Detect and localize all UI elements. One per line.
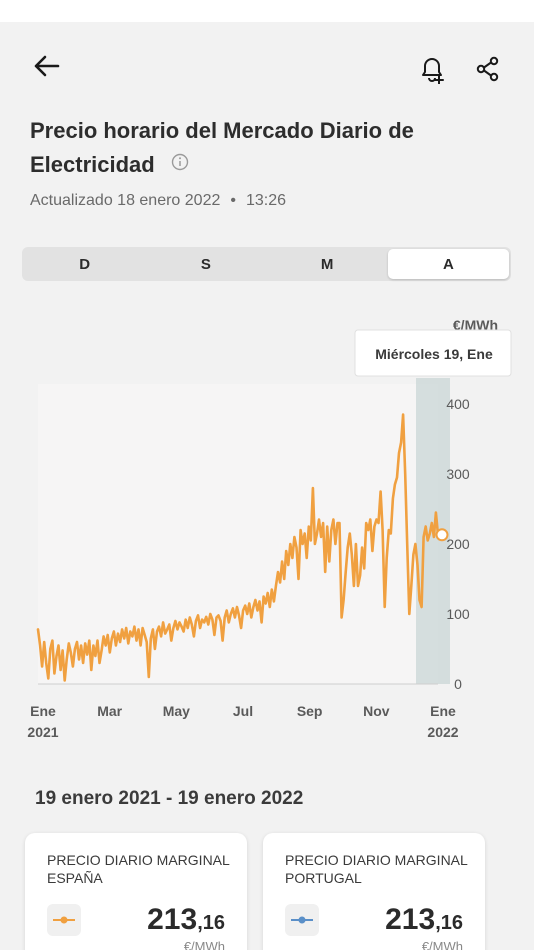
card-title: PRECIO DIARIO MARGINAL PORTUGAL xyxy=(285,852,468,886)
tab-month[interactable]: M xyxy=(320,255,334,273)
x-tick-label: May xyxy=(163,703,190,719)
page-title-text: Precio horario del Mercado Diario de Ele… xyxy=(30,118,414,177)
plot-area xyxy=(38,384,438,684)
line-dot-icon xyxy=(291,916,313,924)
share-button[interactable] xyxy=(468,50,508,88)
card-unit: €/MWh xyxy=(183,939,225,950)
date-range: 19 enero 2021 - 19 enero 2022 xyxy=(35,788,304,809)
tooltip-label: Miércoles 19, Ene xyxy=(375,346,493,362)
price-chart[interactable]: €/MWh 400 300 200 100 0 Ene 2021 Mar May Jul Sep Nov… xyxy=(0,300,534,750)
status-bar xyxy=(0,0,534,22)
share-icon xyxy=(476,56,499,82)
card-title: PRECIO DIARIO MARGINAL ESPAÑA xyxy=(47,852,230,886)
card-value-dec: ,16 xyxy=(435,912,463,934)
card-value-int: 213 xyxy=(147,903,198,936)
card-unit: €/MWh xyxy=(421,939,463,950)
last-updated: Actualizado 18 enero 2022 • 13:26 xyxy=(30,192,286,210)
x-tick-sublabel: 2022 xyxy=(427,724,458,740)
tab-year[interactable]: A xyxy=(387,249,509,279)
x-tick-label: Ene xyxy=(30,703,56,719)
tab-day[interactable]: D xyxy=(79,255,91,273)
bell-plus-icon xyxy=(422,58,444,84)
notification-bell-button[interactable] xyxy=(412,50,452,88)
card-value: 213,16 xyxy=(147,903,225,937)
x-tick-label: Sep xyxy=(297,703,323,719)
x-tick-label: Ene xyxy=(430,703,456,719)
y-tick-label: 200 xyxy=(446,536,470,552)
tooltip-box xyxy=(354,329,512,377)
info-icon[interactable] xyxy=(171,147,189,181)
arrow-left-icon xyxy=(34,55,60,77)
legend-pill xyxy=(47,904,81,936)
card-value-int: 213 xyxy=(385,903,436,936)
y-tick-label: 400 xyxy=(446,396,470,412)
x-tick-label: Jul xyxy=(233,703,253,719)
x-tick-sublabel: 2021 xyxy=(27,724,58,740)
card-value-dec: ,16 xyxy=(197,912,225,934)
x-tick-label: Mar xyxy=(97,703,122,719)
tab-week[interactable]: S xyxy=(200,255,211,273)
card-value: 213,16 xyxy=(385,903,463,937)
x-tick-label: Nov xyxy=(363,703,390,719)
updated-separator: • xyxy=(230,192,236,209)
y-tick-label: 300 xyxy=(446,466,470,482)
legend-pill xyxy=(285,904,319,936)
y-tick-label: 100 xyxy=(446,606,470,622)
updated-date: Actualizado 18 enero 2022 xyxy=(30,192,221,209)
updated-time: 13:26 xyxy=(245,192,287,209)
selected-point-marker xyxy=(435,528,449,542)
chart-tooltip: Miércoles 19, Ene xyxy=(354,329,512,377)
back-button[interactable] xyxy=(26,48,66,84)
y-axis-unit: €/MWh xyxy=(453,317,498,333)
period-selector: D S M A xyxy=(22,247,511,281)
line-dot-icon xyxy=(53,916,75,924)
y-tick-label: 0 xyxy=(454,676,462,692)
price-card-spain[interactable]: PRECIO DIARIO MARGINAL ESPAÑA 213,16 €/M… xyxy=(25,833,247,950)
price-card-portugal[interactable]: PRECIO DIARIO MARGINAL PORTUGAL 213,16 €… xyxy=(263,833,485,950)
series-line-espana xyxy=(36,413,440,682)
page-title: Precio horario del Mercado Diario de Ele… xyxy=(30,114,500,182)
